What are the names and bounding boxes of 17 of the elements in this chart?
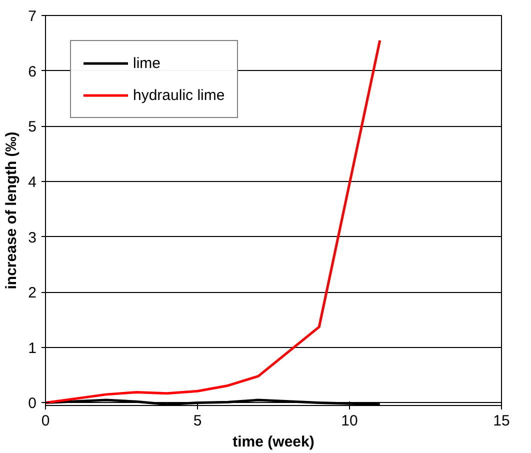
x-tick-label: 15	[493, 412, 510, 430]
x-axis-title: time (week)	[232, 434, 314, 450]
x-tick-label: 0	[41, 412, 50, 430]
line-series	[46, 39, 382, 404]
x-tick-label: 10	[341, 412, 358, 430]
y-tick-label: 6	[28, 63, 36, 80]
legend-label: lime	[133, 54, 161, 72]
legend-label: hydraulic lime	[133, 86, 225, 104]
y-tick-label: 1	[28, 340, 36, 357]
y-axis-title: increase of length (‰)	[3, 132, 20, 290]
y-tick-label: 4	[28, 174, 36, 191]
y-tick-label: 5	[28, 118, 36, 136]
y-tick-label: 0	[28, 395, 36, 412]
y-tick-label: 3	[28, 229, 36, 246]
y-tick-label: 7	[28, 8, 36, 25]
x-tick-label: 5	[193, 412, 202, 430]
y-tick-label: 2	[28, 284, 36, 302]
